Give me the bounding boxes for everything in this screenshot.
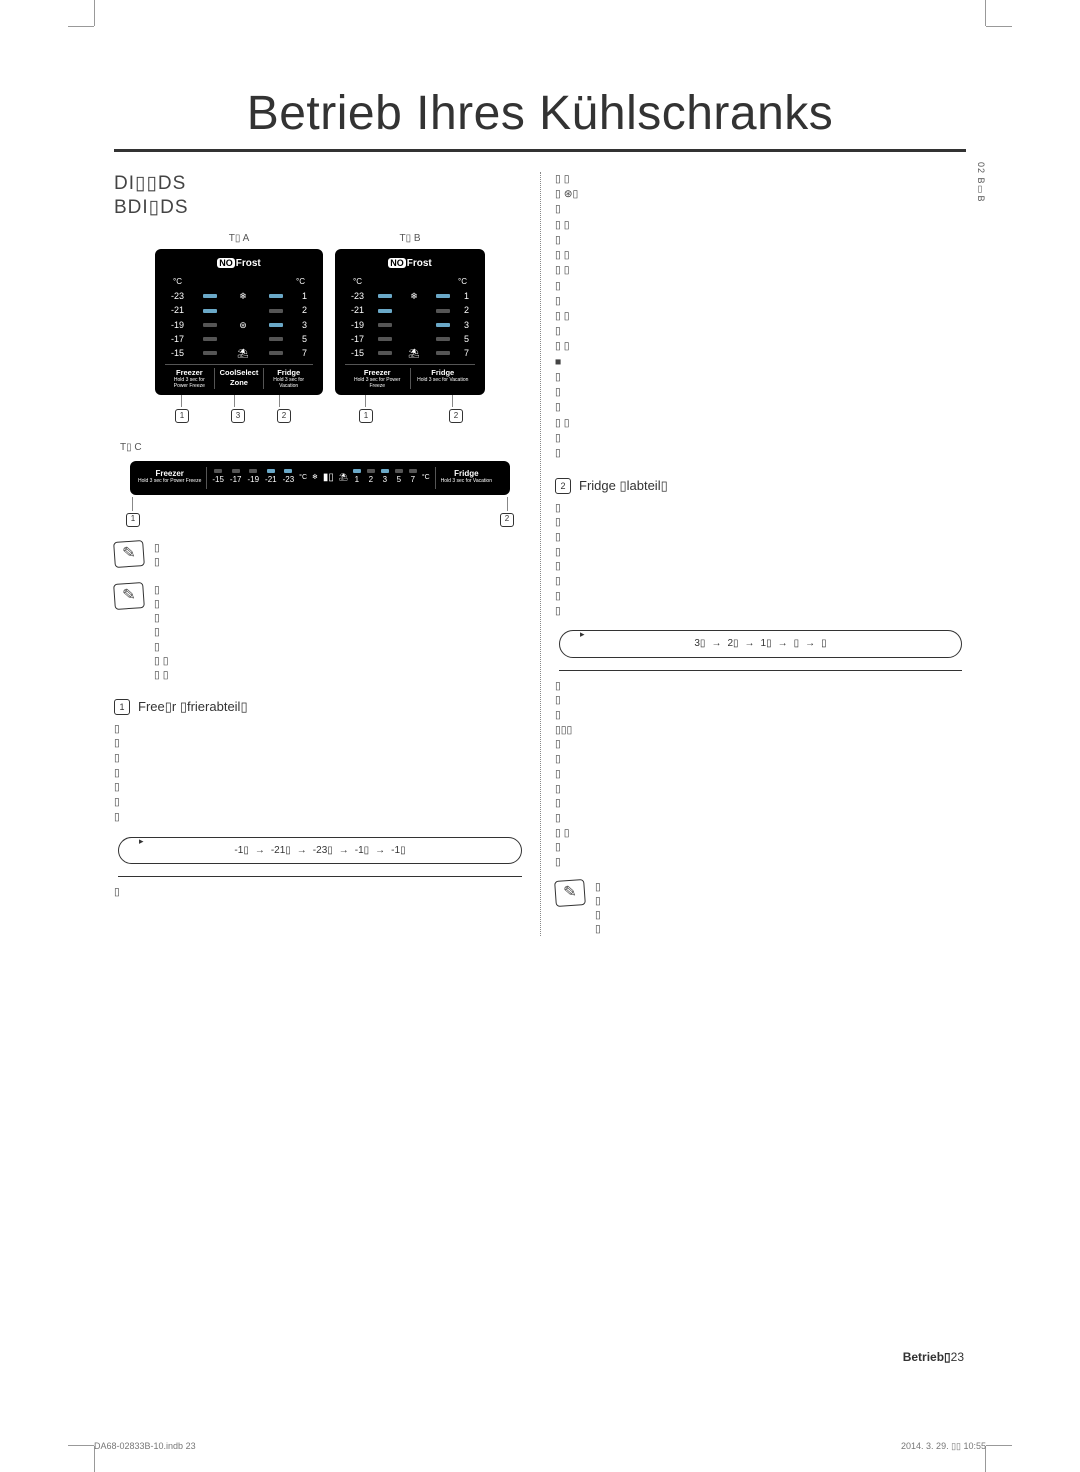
nofrost-badge-b: NOFrost (345, 257, 475, 271)
snowflake-icon: ❄ (406, 290, 422, 302)
section-header-line1: DI▯▯DS (114, 172, 526, 196)
page-title: Betrieb Ihres Kühlschranks (114, 56, 966, 152)
panel-b-wrap: T▯ B NOFrost °C°C -23❄1 -212 -193 -175 -… (335, 232, 485, 424)
note-right: ✎ ▯ ▯ ▯ ▯ (555, 880, 966, 937)
print-footer: DA68-02833B-10.indb 23 2014. 3. 29. ▯▯ 1… (94, 1441, 986, 1452)
note-icon: ✎ (554, 879, 586, 907)
fridge-button-c[interactable]: FridgeHold 3 sec for Vacation (441, 470, 492, 484)
snowflake-icon: ❄ (312, 473, 318, 482)
callout-c1: 1 (126, 513, 140, 527)
body-1b: ▯ (114, 885, 526, 900)
panel-c-wrap: T▯ C FreezerHold 3 sec for Power Freeze … (114, 441, 526, 527)
print-footer-left: DA68-02833B-10.indb 23 (94, 1441, 196, 1452)
callout-1: 1 (175, 409, 189, 423)
body-2b: ▯ ▯ ▯ ▯▯▯ ▯ ▯ ▯ ▯ ▯ ▯ ▯ ▯ ▯ ▯ (555, 679, 966, 870)
subhead-num-1: 1 (114, 699, 130, 715)
deg-c-right: °C (296, 277, 305, 288)
fridge-button-b[interactable]: FridgeHold 3 sec for Vacation (411, 368, 476, 389)
temp-sequence-freezer: ▸ -1▯→ -21▯→ -23▯→ -1▯→ -1▯ (118, 837, 522, 865)
temp-sequence-fridge: ▸ 3▯→ 2▯→ 1▯→ ▯→ ▯ (559, 630, 962, 658)
snowflake-icon: ❄ (235, 290, 251, 302)
bottle-icon: ▮▯ (323, 471, 334, 485)
subhead-1-text: Free▯r ▯frierabteil▯ (138, 698, 248, 716)
panel-a-buttons: FreezerHold 3 sec for Power Freeze CoolS… (165, 364, 313, 389)
left-column: DI▯▯DS BDI▯DS T▯ A NOFrost °C°C -23❄1 -2… (114, 172, 540, 936)
panel-a-label: T▯ A (155, 232, 323, 246)
callout-c2: 2 (500, 513, 514, 527)
vacation-icon: ⛱ (339, 473, 348, 482)
vacation-icon: ⛱ (235, 347, 251, 359)
control-panel-b: NOFrost °C°C -23❄1 -212 -193 -175 -15⛱7 … (335, 249, 485, 395)
control-panel-c: FreezerHold 3 sec for Power Freeze -15 -… (130, 461, 510, 495)
body-2: ▯ ▯ ▯ ▯ ▯ ▯ ▯ ▯ (555, 501, 966, 619)
panel-a-wrap: T▯ A NOFrost °C °C -23❄1 -212 -19⊛3 -175 … (155, 232, 323, 424)
panel-c-label: T▯ C (120, 441, 526, 455)
callout-b1: 1 (359, 409, 373, 423)
callout-b2: 2 (449, 409, 463, 423)
section-header-line2: BDI▯DS (114, 196, 526, 220)
coolselect-icon: ⊛ (235, 319, 251, 331)
page-content: Betrieb Ihres Kühlschranks 02 B▯B DI▯▯DS… (94, 56, 986, 1416)
fridge-button[interactable]: FridgeHold 3 sec for Vacation (264, 368, 313, 389)
subhead-2-text: Fridge ▯labteil▯ (579, 477, 668, 495)
control-panel-a: NOFrost °C °C -23❄1 -212 -19⊛3 -175 -15⛱7… (155, 249, 323, 395)
panel-b-label: T▯ B (335, 232, 485, 246)
subhead-fridge: 2 Fridge ▯labteil▯ (555, 477, 966, 495)
section-header: DI▯▯DS BDI▯DS (114, 172, 526, 220)
right-top-block: ▯ ▯ ▯ ⊛▯ ▯ ▯ ▯ ▯ ▯ ▯ ▯ ▯ ▯ ▯ ▯ (555, 172, 966, 461)
note-icon: ✎ (113, 540, 145, 568)
side-tab: 02 B▯B (976, 162, 986, 203)
deg-c-left: °C (173, 277, 182, 288)
body-1: ▯ ▯ ▯ ▯ ▯ ▯ ▯ (114, 722, 526, 825)
print-footer-right: 2014. 3. 29. ▯▯ 10:55 (901, 1441, 986, 1452)
note-1-text: ▯ ▯ (154, 541, 526, 569)
note-2: ✎ ▯ ▯ ▯ ▯ ▯ ▯ ▯ ▯ ▯ (114, 583, 526, 682)
note-right-text: ▯ ▯ ▯ ▯ (595, 880, 966, 937)
callouts-a: 1 3 2 (155, 409, 323, 423)
callout-2: 2 (277, 409, 291, 423)
freezer-button-c[interactable]: FreezerHold 3 sec for Power Freeze (138, 470, 201, 484)
temp-rows-a: -23❄1 -212 -19⊛3 -175 -15⛱7 (165, 289, 313, 360)
note-icon: ✎ (113, 582, 145, 610)
note-2-text: ▯ ▯ ▯ ▯ ▯ ▯ ▯ ▯ ▯ (154, 583, 526, 682)
callout-3: 3 (231, 409, 245, 423)
vacation-icon: ⛱ (406, 347, 422, 359)
subhead-freezer: 1 Free▯r ▯frierabteil▯ (114, 698, 526, 716)
note-1: ✎ ▯ ▯ (114, 541, 526, 569)
page-footer-right: Betrieb▯23 (903, 1350, 964, 1364)
panel-row-ab: T▯ A NOFrost °C °C -23❄1 -212 -19⊛3 -175 … (114, 232, 526, 424)
right-column: ▯ ▯ ▯ ⊛▯ ▯ ▯ ▯ ▯ ▯ ▯ ▯ ▯ ▯ ▯ ▯ (540, 172, 966, 936)
subhead-num-2: 2 (555, 478, 571, 494)
coolselect-button[interactable]: CoolSelect Zone (215, 368, 265, 389)
freezer-button-b[interactable]: FreezerHold 3 sec for Power Freeze (345, 368, 411, 389)
freezer-button[interactable]: FreezerHold 3 sec for Power Freeze (165, 368, 215, 389)
nofrost-badge: NOFrost (165, 257, 313, 271)
